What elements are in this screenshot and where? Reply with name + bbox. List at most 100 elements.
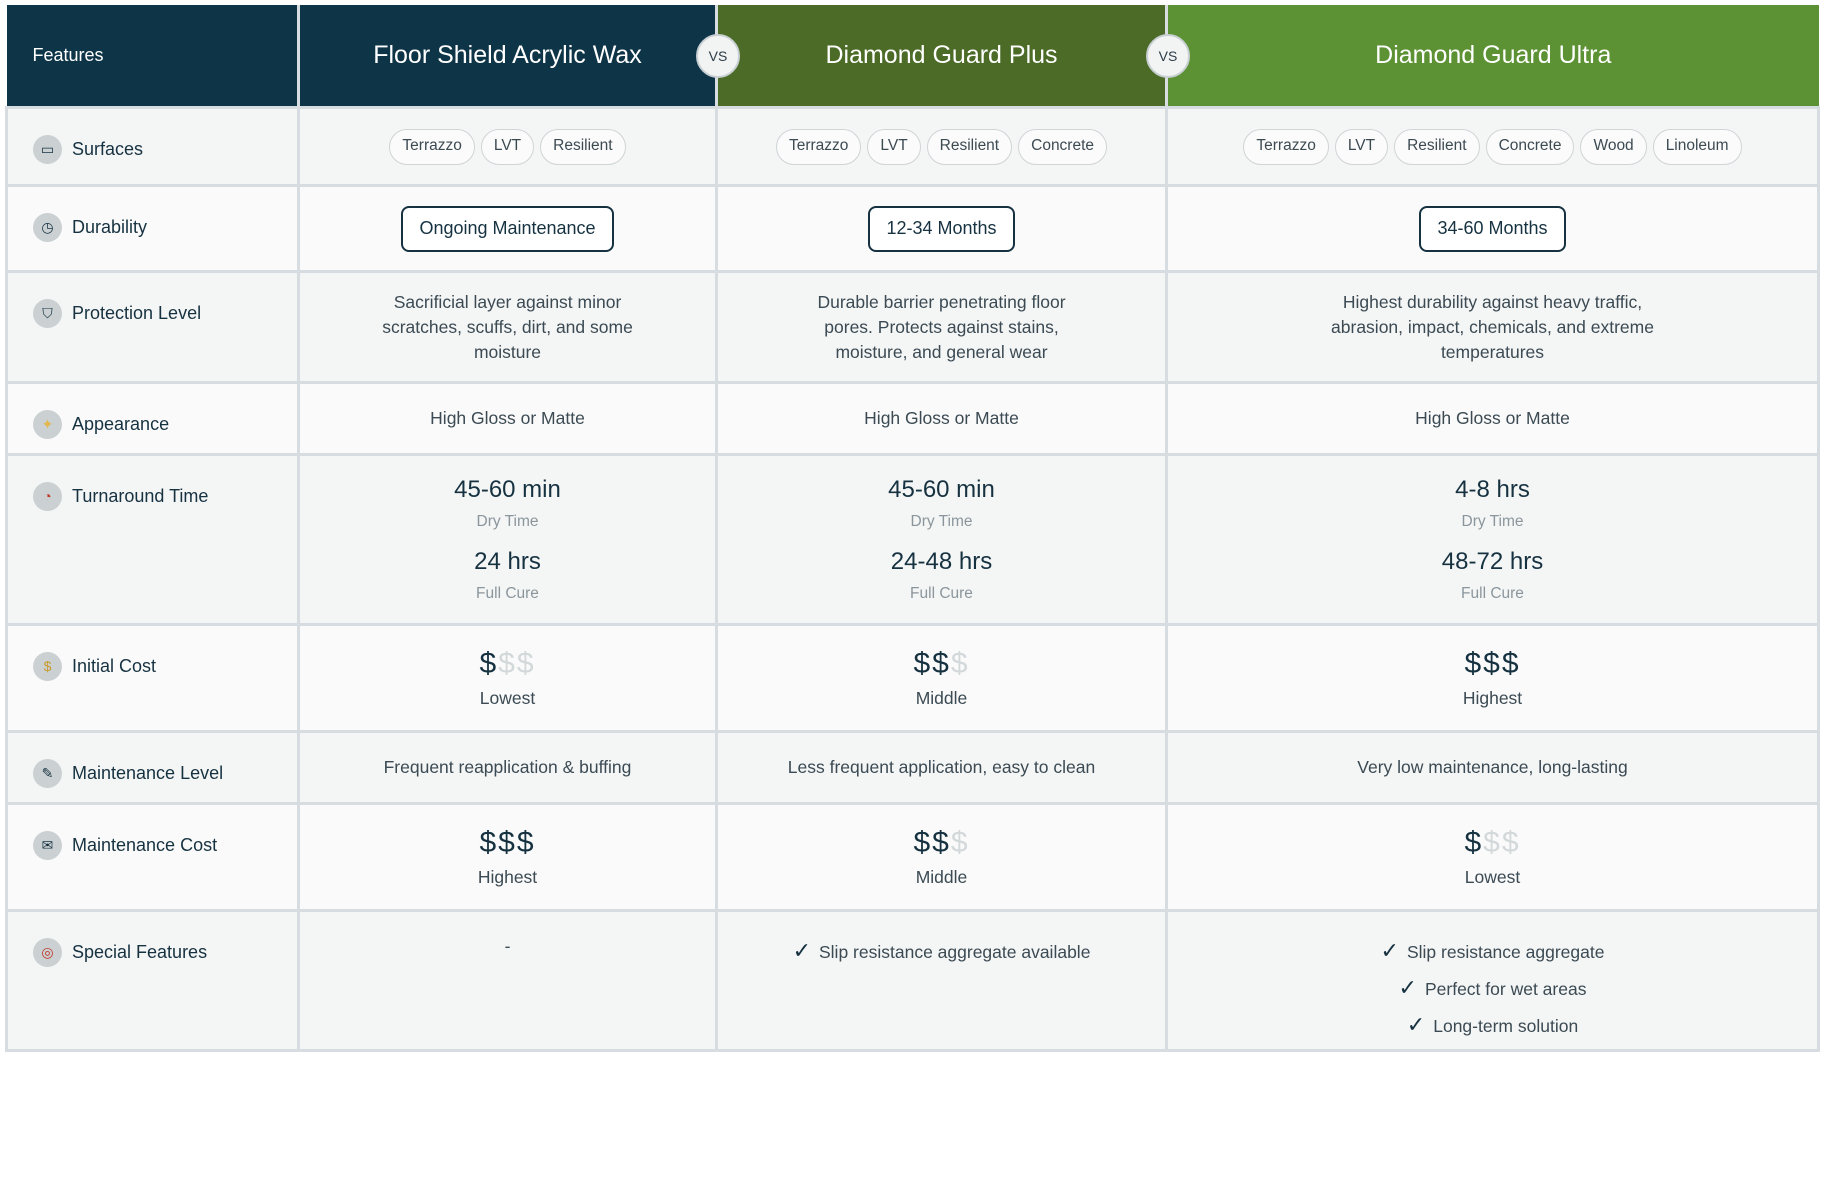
vs-badge: VS (1146, 33, 1190, 78)
feature-cell: ⛉ Protection Level (5, 270, 300, 384)
surface-chip: LVT (1334, 128, 1389, 165)
special-feature-item: ✓ Slip resistance aggregate available (736, 938, 1147, 965)
full-cure-value: 24 hrs (474, 547, 541, 575)
dollar-sign: $ (913, 646, 933, 680)
special-cell: ✓ Slip resistance aggregate ✓ Perfect for w… (1165, 909, 1820, 1052)
feature-label: Special Features (72, 942, 208, 962)
special-feature-item: ✓ Long-term solution (1186, 1012, 1799, 1039)
feature-cell: ✉ Maintenance Cost (5, 802, 300, 912)
dollar-sign: $ (913, 825, 933, 859)
cost-cell: $$$ Lowest (297, 623, 718, 733)
dollar-sign: $ (516, 825, 536, 859)
money-icon: ✉ (33, 831, 62, 860)
feature-cell: ✦ Appearance (5, 381, 300, 456)
checkmark-icon: ✓ (1398, 975, 1417, 1000)
feature-label: Turnaround Time (72, 486, 209, 506)
dollar-sign: $ (1464, 646, 1484, 680)
dry-time-value: 45-60 min (888, 475, 995, 503)
feature-label: Surfaces (72, 139, 144, 159)
product-header-floor-shield: Floor Shield Acrylic Wax (297, 5, 717, 108)
row-turnaround-time: ◔ Turnaround Time 45-60 min Dry Time 24 h… (5, 453, 1820, 626)
surface-chip: Concrete (1018, 128, 1108, 165)
maintenance-level-text: Frequent reapplication & buffing (297, 730, 718, 805)
checkmark-icon: ✓ (792, 938, 811, 963)
comparison-table-wrapper: Features Floor Shield Acrylic Wax VS Diam… (5, 5, 1820, 1052)
row-special-features: ◎ Special Features - ✓ Slip resistance agg… (5, 909, 1820, 1052)
dry-time-label: Dry Time (1461, 512, 1524, 530)
turnaround-cell: 45-60 min Dry Time 24 hrs Full Cure (297, 453, 718, 626)
turnaround-cell: 4-8 hrs Dry Time 48-72 hrs Full Cure (1165, 453, 1820, 626)
feature-cell: ▭ Surfaces (5, 106, 300, 187)
cost-indicator: $$$ (736, 825, 1147, 861)
cost-indicator: $$$ (318, 646, 697, 682)
protection-text: Sacrificial layer against minor scratche… (297, 270, 718, 384)
maintenance-level-text: Very low maintenance, long-lasting (1165, 730, 1820, 805)
full-cure-value: 48-72 hrs (1441, 547, 1544, 575)
cost-cell: $$$ Middle (715, 802, 1168, 912)
surface-chip: Resilient (1394, 128, 1480, 165)
surface-chip: Terrazzo (775, 128, 862, 165)
row-maintenance-cost: ✉ Maintenance Cost $$$ Highest $$$ Middle $… (5, 802, 1820, 912)
checkmark-icon: ✓ (1406, 1012, 1426, 1037)
full-cure-value: 24-48 hrs (890, 547, 993, 575)
comparison-table: Features Floor Shield Acrylic Wax VS Diam… (5, 5, 1820, 1052)
header-row: Features Floor Shield Acrylic Wax VS Diam… (6, 5, 1819, 108)
feature-label: Maintenance Cost (72, 835, 218, 855)
feature-cell: ◷ Durability (5, 184, 300, 273)
special-feature-text: Slip resistance aggregate (1406, 942, 1605, 962)
row-durability: ◷ Durability Ongoing Maintenance 12-34 Mo… (5, 184, 1820, 273)
cost-cell: $$$ Middle (715, 623, 1168, 733)
cost-cell: $$$ Lowest (1165, 802, 1820, 912)
shield-icon: ⛉ (33, 299, 62, 328)
special-cell: - (297, 909, 718, 1052)
surface-chip: Resilient (540, 128, 626, 165)
dollar-sign: $ (498, 646, 517, 680)
appearance-text: High Gloss or Matte (297, 381, 718, 456)
surface-chip: Resilient (926, 128, 1013, 165)
wrench-icon: ✎ (33, 759, 62, 788)
row-initial-cost: $ Initial Cost $$$ Lowest $$$ Middle $$$ Hig… (5, 623, 1820, 733)
row-maintenance-level: ✎ Maintenance Level Frequent reapplicatio… (5, 730, 1820, 805)
feature-label: Maintenance Level (72, 763, 224, 783)
special-feature-text: Slip resistance aggregate available (819, 942, 1091, 962)
checkmark-icon: ✓ (1380, 938, 1399, 963)
feature-label: Initial Cost (72, 656, 157, 676)
dollar-sign: $ (1501, 825, 1521, 859)
dry-time-value: 45-60 min (454, 475, 561, 503)
protection-text: Highest durability against heavy traffic… (1165, 270, 1820, 384)
surface-chip: Linoleum (1652, 128, 1742, 165)
dry-time-value: 4-8 hrs (1455, 475, 1530, 503)
dollar-sign: $ (516, 646, 536, 680)
row-protection-level: ⛉ Protection Level Sacrificial layer agai… (5, 270, 1820, 384)
dollar-sign: $ (1483, 825, 1502, 859)
special-feature-text: Long-term solution (1433, 1016, 1579, 1036)
full-cure-label: Full Cure (1461, 584, 1524, 602)
cost-label: Middle (915, 866, 968, 887)
surface-chip: Terrazzo (1243, 128, 1329, 165)
dollar-sign: $ (1464, 825, 1484, 859)
product-name: Diamond Guard Ultra (1375, 41, 1612, 69)
protection-text: Durable barrier penetrating floor pores.… (715, 270, 1168, 384)
surface-chip: LVT (480, 128, 535, 165)
dollar-sign: $ (1501, 646, 1521, 680)
cost-indicator: $$$ (736, 646, 1147, 682)
cost-label: Lowest (1464, 866, 1521, 887)
surface-chip: Terrazzo (389, 128, 475, 165)
feature-label: Durability (72, 217, 148, 237)
feature-label: Appearance (72, 414, 170, 434)
special-feature-item: ✓ Slip resistance aggregate (1186, 938, 1799, 965)
durability-pill: 12-34 Months (868, 205, 1015, 252)
special-feature-text: Perfect for wet areas (1424, 979, 1587, 999)
dollar-sign: $ (950, 825, 970, 859)
durability-cell: 12-34 Months (715, 184, 1168, 273)
special-cell: ✓ Slip resistance aggregate available (715, 909, 1168, 1052)
dollar-sign: $ (498, 825, 517, 859)
cost-indicator: $$$ (1186, 825, 1799, 861)
cost-indicator: $$$ (318, 825, 697, 861)
feature-cell: ◎ Special Features (5, 909, 300, 1052)
product-name: Diamond Guard Plus (825, 41, 1058, 69)
feature-cell: ◔ Turnaround Time (5, 453, 300, 626)
vs-badge: VS (696, 33, 740, 78)
surfaces-cell: Terrazzo LVT Resilient Concrete Wood Linoleum (1165, 106, 1820, 187)
surfaces-cell: Terrazzo LVT Resilient Concrete (715, 106, 1168, 187)
